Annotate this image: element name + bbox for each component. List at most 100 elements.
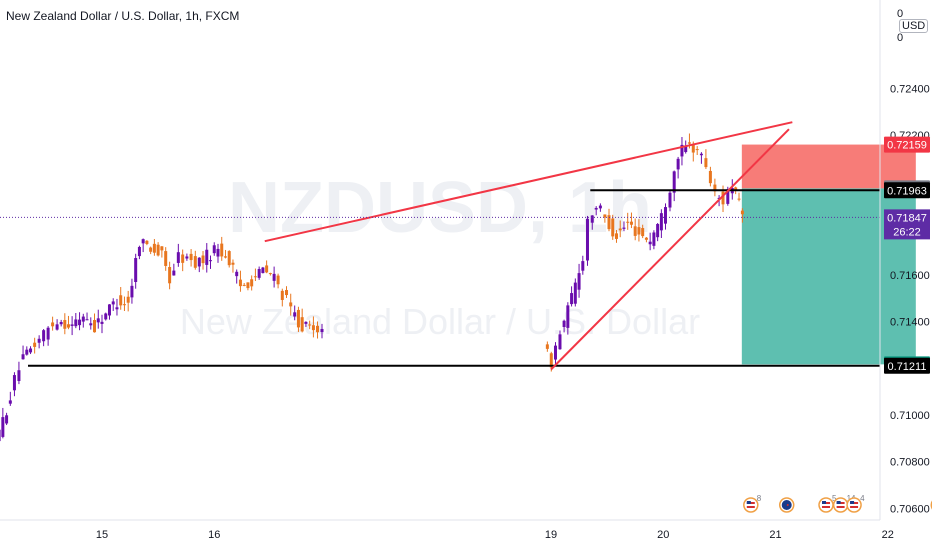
candle-body	[181, 254, 185, 263]
candle-body	[656, 224, 660, 238]
candle-body	[629, 221, 633, 225]
candle-body	[21, 354, 25, 360]
candle-body	[581, 261, 585, 271]
us-flag-canton	[822, 501, 827, 504]
y-tick-label: 0.70600	[890, 503, 930, 515]
candle-body	[607, 215, 611, 230]
current-price-tag-bg	[884, 209, 930, 240]
candle-body	[577, 273, 581, 290]
candle-body	[70, 324, 74, 326]
candle-body	[74, 319, 78, 327]
candle-body	[119, 295, 123, 306]
candle-body	[160, 246, 164, 251]
candle-body	[63, 320, 67, 329]
candle-body	[250, 279, 254, 287]
price-tag-bg	[884, 136, 930, 153]
trendline	[264, 121, 793, 243]
candle-body	[558, 334, 562, 350]
currency-selector[interactable]: 0 USD 0	[897, 8, 932, 44]
candle-body	[55, 324, 59, 330]
event-flag-icon	[846, 497, 862, 513]
candle-body	[216, 248, 220, 257]
candle-body	[311, 325, 315, 331]
candle-body	[708, 170, 712, 184]
us-flag-stripe	[850, 506, 859, 508]
candle-body	[265, 265, 269, 273]
candle-body	[648, 241, 652, 245]
candle-body	[268, 273, 272, 275]
y-tick-label: 0.70800	[890, 457, 930, 469]
candle-body	[652, 232, 656, 246]
us-flag-canton	[746, 501, 751, 504]
candle-body	[227, 251, 231, 266]
nz-flag-star	[786, 504, 789, 506]
candle-body	[164, 251, 168, 266]
candle-body	[81, 316, 85, 322]
candle-body	[12, 375, 16, 391]
currency-label[interactable]: USD	[899, 19, 929, 33]
candle-body	[257, 269, 261, 278]
candle-body	[212, 245, 216, 254]
right-glyph: 0	[897, 32, 904, 44]
candle-body	[220, 243, 224, 257]
candle-body	[172, 270, 176, 276]
candle-body	[0, 429, 1, 442]
candle-body	[272, 273, 276, 281]
candle-body	[96, 318, 100, 323]
candle-body	[737, 198, 741, 200]
current-price-tag: 0.71847	[887, 212, 927, 224]
candle-body	[115, 307, 119, 310]
event-count: 4	[860, 494, 865, 503]
candle-body	[51, 322, 55, 327]
candle-body	[37, 338, 41, 343]
candle-body	[185, 256, 189, 259]
candle-body	[145, 240, 149, 244]
candle-body	[42, 330, 46, 342]
event-count: 5	[832, 494, 837, 503]
candle-body	[261, 267, 265, 274]
candle-body	[699, 153, 703, 156]
left-glyph: 0	[897, 8, 904, 20]
candle-body	[676, 158, 680, 170]
candle-body	[633, 226, 637, 236]
candle-body	[590, 215, 594, 223]
symbol-title: New Zealand Dollar / U.S. Dollar, 1h, FX…	[6, 9, 240, 23]
candle-body	[25, 349, 29, 355]
candle-body	[126, 296, 130, 303]
us-flag-stripe	[822, 506, 831, 508]
y-tick-label: 0.72400	[890, 83, 930, 95]
candle-body	[8, 400, 12, 404]
candle-body	[246, 282, 250, 289]
candle-body	[304, 321, 308, 324]
candle-body	[242, 284, 246, 286]
candle-body	[570, 293, 574, 305]
candle-body	[598, 205, 602, 209]
candle-body	[1, 417, 5, 437]
candle-body	[201, 255, 205, 264]
candle-body	[562, 320, 566, 328]
x-tick-label: 21	[769, 529, 781, 541]
event-flag-icon	[743, 497, 759, 513]
candle-body	[603, 214, 607, 218]
candle-body	[59, 322, 63, 325]
candle-body	[280, 290, 284, 300]
candle-body	[316, 325, 320, 333]
candle-body	[691, 144, 695, 153]
trendline	[550, 128, 790, 371]
candle-body	[235, 271, 239, 277]
candle-body	[289, 302, 293, 307]
candle-body	[100, 321, 104, 324]
candle-body	[641, 228, 645, 237]
candle-body	[107, 304, 111, 316]
us-flag-canton	[836, 501, 841, 504]
candle-body	[672, 171, 676, 193]
candle-body	[78, 319, 82, 326]
candle-body	[549, 353, 553, 368]
candle-body	[594, 207, 598, 210]
candle-body	[156, 244, 160, 256]
candle-body	[231, 262, 235, 265]
candle-body	[618, 228, 622, 231]
price-tag: 0.72159	[887, 140, 927, 152]
